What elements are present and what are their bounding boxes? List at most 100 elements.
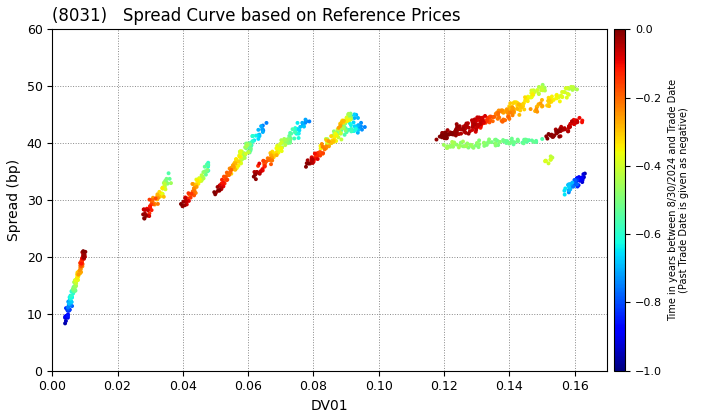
Point (234, 148, 246, 155)
Point (557, 89, 568, 95)
Point (75, 262, 86, 269)
Point (544, 99, 555, 106)
Point (179, 194, 191, 201)
Point (78, 249, 90, 255)
Point (59, 315, 71, 321)
Point (160, 179, 171, 186)
Point (151, 196, 163, 203)
Point (240, 145, 252, 152)
Point (328, 136, 340, 143)
Point (348, 119, 359, 126)
Point (228, 163, 239, 170)
Point (474, 118, 486, 125)
Point (240, 150, 251, 157)
Point (265, 161, 276, 168)
Point (250, 176, 261, 183)
Point (284, 137, 296, 144)
Point (350, 125, 361, 131)
Point (568, 85, 580, 92)
Point (546, 131, 557, 138)
Point (261, 158, 272, 165)
Point (518, 103, 529, 110)
Point (68, 290, 79, 297)
Point (451, 123, 463, 130)
Point (541, 133, 552, 140)
Point (244, 149, 256, 156)
Point (268, 154, 279, 160)
Point (318, 150, 329, 157)
Point (274, 146, 286, 152)
Point (300, 163, 312, 170)
Point (235, 157, 247, 164)
Point (274, 146, 286, 152)
Point (562, 181, 574, 188)
Point (69, 277, 81, 284)
Point (60, 305, 72, 312)
Point (339, 121, 351, 127)
Point (446, 130, 458, 136)
Point (62, 312, 73, 319)
Point (463, 130, 474, 137)
Point (544, 132, 556, 139)
Point (572, 119, 583, 126)
Point (153, 192, 164, 199)
Point (564, 123, 575, 129)
Point (563, 181, 575, 188)
Point (239, 144, 251, 151)
Point (551, 92, 562, 99)
Point (253, 169, 264, 176)
Point (472, 123, 484, 129)
Point (506, 135, 518, 142)
Point (284, 139, 296, 146)
Point (72, 274, 84, 281)
Point (578, 174, 590, 181)
Point (70, 282, 81, 289)
Point (247, 138, 258, 144)
Point (470, 129, 482, 135)
Point (202, 168, 213, 175)
Point (469, 119, 481, 126)
Point (465, 142, 477, 149)
Point (157, 185, 168, 192)
Point (196, 176, 207, 183)
Point (338, 117, 349, 124)
Point (243, 149, 254, 155)
Point (503, 113, 514, 120)
Point (202, 166, 213, 173)
Point (551, 92, 562, 99)
Point (177, 202, 189, 209)
Point (320, 145, 332, 152)
Point (155, 193, 166, 200)
Point (577, 117, 588, 124)
Point (158, 194, 169, 200)
Point (185, 194, 197, 201)
Point (475, 115, 487, 122)
Point (321, 142, 333, 149)
Point (194, 178, 206, 184)
Point (579, 170, 590, 177)
Point (282, 136, 294, 142)
Point (480, 113, 491, 119)
Point (571, 86, 582, 93)
Point (451, 125, 462, 132)
Point (345, 122, 356, 129)
Point (162, 180, 174, 187)
Point (570, 177, 581, 184)
Point (564, 85, 575, 92)
Point (331, 129, 343, 135)
Point (147, 197, 158, 204)
Point (231, 165, 243, 171)
Point (344, 120, 356, 127)
Point (258, 158, 269, 164)
Point (567, 87, 578, 93)
Point (68, 286, 79, 292)
Point (161, 180, 173, 187)
Point (66, 288, 77, 295)
Point (223, 172, 235, 178)
Point (562, 85, 573, 92)
Point (498, 138, 509, 144)
Point (265, 150, 276, 156)
Point (276, 144, 288, 151)
Point (253, 160, 265, 167)
Point (564, 184, 576, 191)
